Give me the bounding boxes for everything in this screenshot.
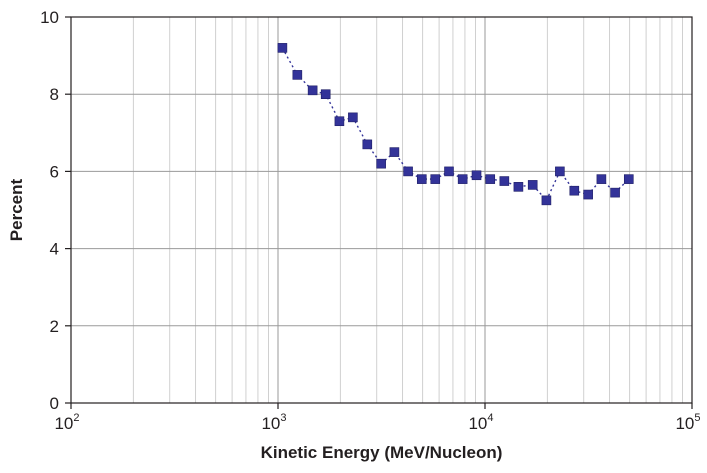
data-point [471,170,482,181]
data-point [389,147,400,157]
y-tick-label: 4 [50,240,59,259]
data-point [499,176,510,186]
data-point [457,174,468,184]
x-tick-label: 102 [54,412,79,433]
x-tick-exponent: 5 [694,412,700,424]
data-point [403,166,413,177]
y-axis-title: Percent [7,178,26,241]
plot-frame [70,16,693,404]
x-tick-exponent: 4 [487,412,493,424]
data-point [555,166,565,177]
x-tick-base: 10 [468,414,487,433]
data-point [596,174,607,184]
data-point [320,89,331,99]
y-tick-label: 2 [50,317,59,336]
data-point [277,43,288,53]
y-tick-label: 10 [40,8,59,27]
data-point [485,174,496,184]
data-point [513,182,524,192]
data-point [527,180,538,190]
series-dotted-line [281,47,630,202]
y-tick-label: 6 [50,162,59,181]
x-axis-title: Kinetic Energy (MeV/Nucleon) [261,443,503,462]
data-point [583,189,593,200]
x-tick-label: 103 [261,412,286,433]
data-point [444,166,454,177]
data-point [307,85,318,96]
x-tick-exponent: 3 [280,412,286,424]
x-tick-base: 10 [54,414,73,433]
y-tick-label: 0 [50,394,59,413]
data-point [610,187,620,198]
data-point [334,116,345,127]
x-tick-exponent: 2 [73,412,79,424]
data-point [376,158,386,169]
data-point [292,70,303,80]
x-tick-base: 10 [675,414,694,433]
data-point [541,195,552,206]
data-point [569,185,580,196]
x-tick-label: 105 [675,412,700,433]
data-point [430,174,441,184]
data-point [348,112,358,123]
data-point [623,174,634,184]
x-tick-base: 10 [261,414,280,433]
x-tick-label: 104 [468,412,493,433]
data-point [416,174,427,184]
grid-layer [71,17,692,403]
data-point [362,139,373,150]
y-tick-label: 8 [50,85,59,104]
series-layer [277,43,634,206]
